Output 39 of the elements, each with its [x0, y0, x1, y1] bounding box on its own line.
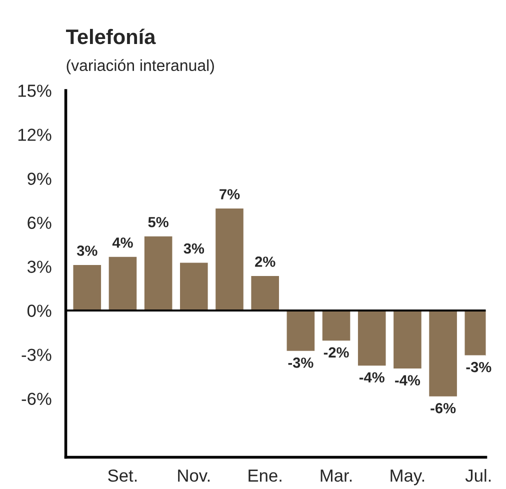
bar [428, 310, 458, 398]
y-tick-label: 12% [18, 128, 52, 141]
data-label: 2% [255, 256, 276, 267]
bar [285, 310, 316, 352]
x-tick-label: Ene. [248, 470, 282, 482]
y-tick-label: 6% [28, 216, 52, 229]
x-tick-label: Set. [108, 469, 137, 482]
y-tick-label: -6% [22, 392, 52, 405]
data-label: 3% [76, 246, 98, 256]
data-label: -4% [395, 375, 420, 386]
data-label: 4% [112, 238, 133, 248]
x-tick-label: Mar. [320, 470, 352, 482]
bar [214, 207, 245, 312]
y-tick-label: -3% [22, 348, 52, 361]
chart-title: Telefonía [66, 28, 156, 44]
data-label: -3% [466, 362, 492, 372]
bar [356, 310, 388, 367]
data-label: 3% [184, 243, 204, 254]
data-label: -6% [430, 403, 456, 414]
bar [72, 264, 102, 312]
x-tick-label: Jul. [465, 469, 491, 482]
x-tick-label: May. [390, 470, 424, 486]
data-label: -2% [324, 347, 349, 358]
y-tick-label: 9% [28, 172, 52, 185]
bar [250, 274, 280, 312]
data-label: 5% [148, 216, 168, 228]
bar [143, 235, 174, 312]
bar [107, 256, 138, 312]
bar [320, 310, 352, 342]
data-label: -4% [359, 372, 384, 382]
y-tick-label: 0% [27, 304, 52, 317]
y-tick-label: 3% [27, 260, 52, 273]
bar [392, 310, 423, 370]
chart-subtitle: (variación interanual) [66, 59, 214, 74]
data-label: -3% [288, 358, 314, 368]
y-tick-label: 15% [18, 84, 52, 97]
data-label: 7% [220, 189, 240, 200]
x-tick-label: Nov. [178, 470, 210, 482]
bar [178, 261, 210, 312]
